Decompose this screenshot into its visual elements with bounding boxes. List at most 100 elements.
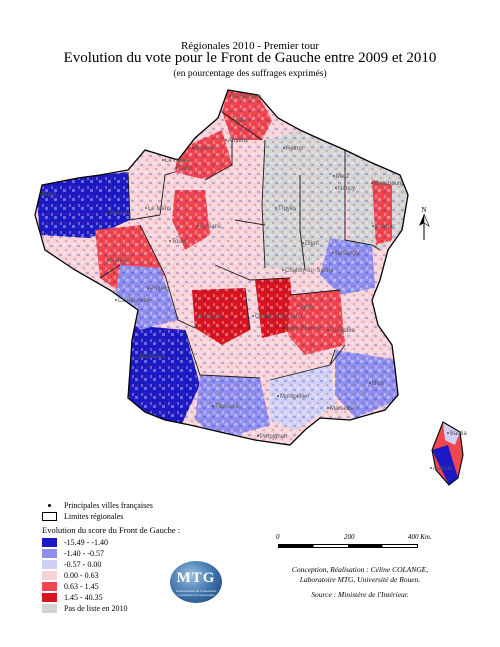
france-outline <box>34 89 409 446</box>
city-dot <box>107 212 109 214</box>
city-dot <box>430 467 432 469</box>
city-dot <box>327 329 329 331</box>
city-dot <box>147 287 149 289</box>
city-label: Chalon-sur-Saône <box>285 268 334 274</box>
city-label: Saint-Étienne <box>285 325 322 332</box>
city-label: Troyes <box>278 206 296 212</box>
city-dot <box>327 407 329 409</box>
city-label: Ajaccio <box>433 466 453 472</box>
city-dot <box>175 167 177 169</box>
scale-tick: 400 Km. <box>408 533 432 541</box>
credits: Conception, Réalisation : Céline COLANGE… <box>270 565 450 600</box>
city-label: Le Mans <box>148 206 171 212</box>
legend-class-label: 1.45 - 40.35 <box>64 593 103 602</box>
scale-tick: 200 <box>344 533 355 541</box>
legend-class-row: 1.45 - 40.35 <box>42 592 180 603</box>
legend-class-label: -1.40 - -0.57 <box>64 549 104 558</box>
legend-cities-label: Principales villes françaises <box>64 501 153 510</box>
city-label: Strasbourg <box>374 181 403 187</box>
city-dot <box>197 315 199 317</box>
mtg-logo: MTG Modélisations & Traitements Graphiqu… <box>170 561 222 603</box>
city-label: Lille <box>236 118 247 124</box>
city-label: Tours <box>172 239 187 245</box>
city-dot <box>169 240 171 242</box>
city-label: Brest <box>42 192 56 198</box>
city-dot <box>192 147 194 149</box>
city-dot <box>252 315 254 317</box>
legend-swatch <box>42 538 57 547</box>
city-dot <box>233 119 235 121</box>
city-dot <box>212 405 214 407</box>
city-label: Grenoble <box>330 328 355 334</box>
city-dot <box>282 327 284 329</box>
legend-swatch <box>42 571 57 580</box>
city-label: Rennes <box>110 211 131 217</box>
city-label: Marseille <box>330 406 355 412</box>
city-label: Limoges <box>200 314 223 320</box>
city-dot <box>297 305 299 307</box>
city-dot <box>447 432 449 434</box>
legend-class-label: Pas de liste en 2010 <box>64 604 128 613</box>
city-dot <box>162 159 164 161</box>
city-label: Nancy <box>338 186 355 192</box>
city-label: Orléans <box>200 224 221 230</box>
city-label: Dunkerque <box>232 94 262 100</box>
city-dot <box>277 395 279 397</box>
region-borders <box>99 111 381 381</box>
city-dot <box>369 382 371 384</box>
city-label: Lyon <box>300 304 313 310</box>
city-label: Toulouse <box>215 404 240 410</box>
city-label: Montpellier <box>280 394 309 400</box>
region-boundary-icon <box>42 512 57 521</box>
corsica-outline <box>431 421 464 486</box>
scale-bar-graphic <box>278 544 418 548</box>
north-label: N <box>421 206 426 214</box>
city-label: Metz <box>336 174 349 180</box>
city-label: Perpignan <box>260 434 287 440</box>
city-label: Poitiers <box>150 286 170 292</box>
city-dot <box>283 147 285 149</box>
city-dot <box>107 259 109 261</box>
city-dot <box>257 435 259 437</box>
city-dot <box>275 207 277 209</box>
legend-swatch <box>42 549 57 558</box>
city-label: Rouen <box>195 146 213 152</box>
legend-class-row: -0.57 - 0.00 <box>42 559 180 570</box>
credit-line: Conception, Réalisation : Céline COLANGE… <box>291 565 429 574</box>
city-dot <box>282 269 284 271</box>
legend-class-row: 0.63 - 1.45 <box>42 581 180 592</box>
legend-swatch <box>42 604 57 613</box>
city-label: Nantes <box>110 258 129 264</box>
legend-class-label: -15.49 - -1.40 <box>64 538 108 547</box>
legend-cities-row: Principales villes françaises <box>42 500 180 511</box>
legend-swatch <box>42 560 57 569</box>
city-dot <box>335 187 337 189</box>
map-title: Evolution du vote pour le Front de Gauch… <box>63 50 437 66</box>
map-supertitle: Régionales 2010 - Premier tour <box>180 40 320 52</box>
city-dot <box>372 225 374 227</box>
city-label: Amiens <box>228 138 248 144</box>
city-label: Nice <box>372 381 385 387</box>
scale-tick: 0 <box>276 533 280 541</box>
legend-regions-row: Limites régionales <box>42 511 180 522</box>
city-dot <box>332 252 334 254</box>
city-dot <box>145 207 147 209</box>
city-dot <box>371 182 373 184</box>
legend-swatch <box>42 593 57 602</box>
city-label: Besançon <box>335 251 362 257</box>
credit-line: Laboratoire MTG, Université de Rouen. <box>299 575 421 584</box>
city-dot <box>115 299 117 301</box>
city-label: Clermont-Ferrand <box>255 314 302 320</box>
city-label: Reims <box>286 146 303 152</box>
legend-class-row: -1.40 - -0.57 <box>42 548 180 559</box>
city-labels: Dunkerque Lille Rouen Le Havre Caen Amie… <box>39 94 467 472</box>
city-label: Le Havre <box>165 158 190 164</box>
legend-swatch <box>42 582 57 591</box>
legend-class-label: -0.57 - 0.00 <box>64 560 102 569</box>
legend-classes: -15.49 - -1.40 -1.40 - -0.57 -0.57 - 0.00 0… <box>42 537 180 614</box>
legend-class-row: 0.00 - 0.63 <box>42 570 180 581</box>
legend-class-label: 0.63 - 1.45 <box>64 582 99 591</box>
city-dot <box>39 193 41 195</box>
logo-text: MTG <box>176 570 216 586</box>
